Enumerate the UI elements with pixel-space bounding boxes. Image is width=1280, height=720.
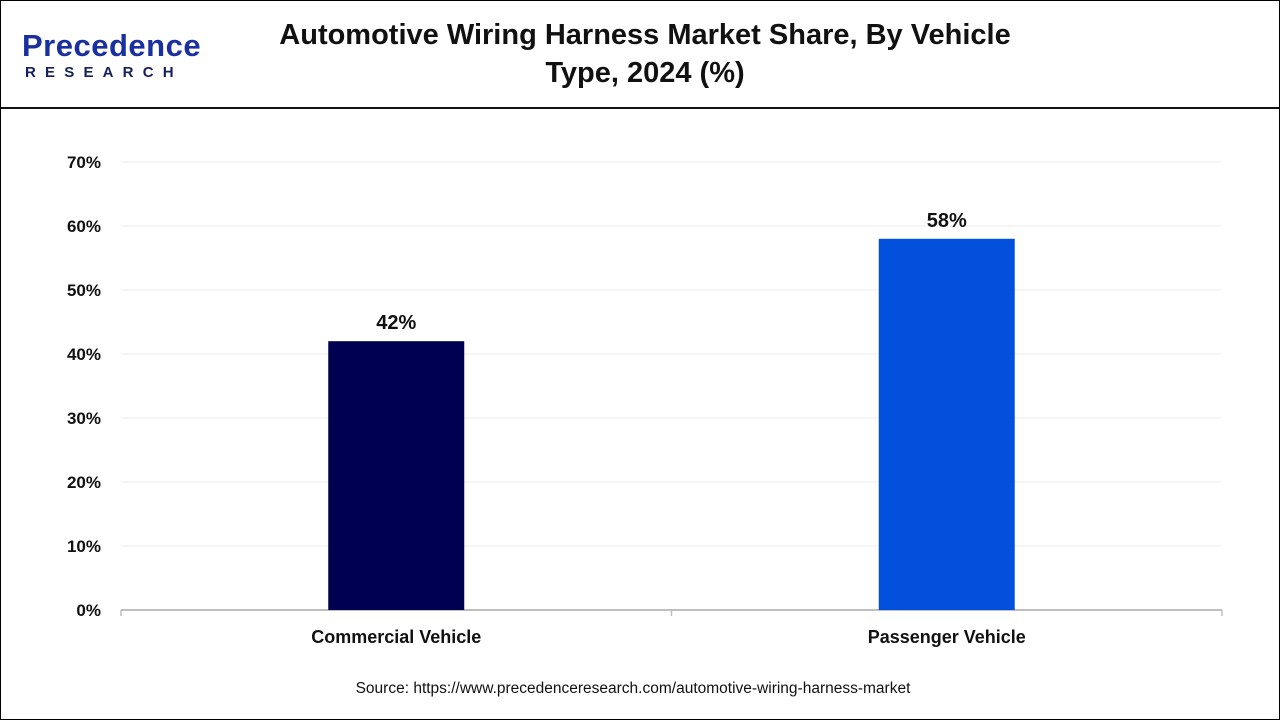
y-tick-label: 60% xyxy=(67,217,101,236)
data-label: 58% xyxy=(927,210,967,232)
precedence-research-logo: Precedence RESEARCH xyxy=(22,28,212,83)
source-note: Source: https://www.precedenceresearch.c… xyxy=(355,680,911,697)
y-tick-label: 50% xyxy=(67,281,101,300)
y-tick-label: 20% xyxy=(67,473,101,492)
data-label: 42% xyxy=(376,312,416,334)
y-tick-label: 30% xyxy=(67,409,101,428)
y-tick-label: 70% xyxy=(67,153,101,172)
logo-main-text: Precedence xyxy=(22,28,202,63)
x-category-label: Commercial Vehicle xyxy=(311,627,481,647)
y-tick-label: 0% xyxy=(76,601,101,620)
logo-sub-text: RESEARCH xyxy=(25,64,183,81)
chart-title: Automotive Wiring Harness Market Share, … xyxy=(279,19,1011,89)
y-tick-label: 10% xyxy=(67,537,101,556)
x-category-label: Passenger Vehicle xyxy=(868,627,1026,647)
bar-commercial-vehicle xyxy=(328,341,465,610)
bar-passenger-vehicle xyxy=(878,238,1015,611)
y-tick-label: 40% xyxy=(67,345,101,364)
header: Precedence RESEARCH Automotive Wiring Ha… xyxy=(0,0,1280,109)
